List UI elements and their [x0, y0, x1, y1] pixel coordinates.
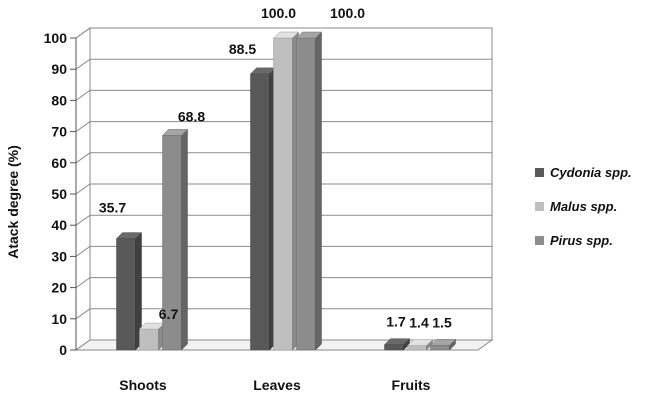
gridline — [75, 27, 492, 39]
legend: Cydonia spp. Malus spp. Pirus spp. — [535, 165, 632, 248]
x-category-label: Fruits — [392, 377, 431, 393]
data-label: 1.4 — [409, 315, 429, 331]
bar — [115, 232, 143, 351]
bar-side — [315, 31, 322, 351]
bar — [429, 338, 457, 351]
legend-label: Cydonia spp. — [550, 165, 632, 180]
y-tick-label: 0 — [59, 342, 67, 358]
bar-top — [383, 338, 411, 345]
y-tick-label: 80 — [51, 92, 67, 108]
bar-top — [429, 339, 457, 346]
legend-swatch — [535, 202, 544, 211]
legend-swatch — [535, 168, 544, 177]
gridline — [75, 277, 492, 289]
bar-front — [250, 73, 270, 351]
gridline — [75, 121, 492, 133]
bar-front — [116, 238, 136, 351]
bar-front — [384, 344, 404, 351]
bar-front — [407, 345, 427, 351]
y-tick-label: 100 — [44, 30, 68, 46]
bar-top — [115, 232, 143, 239]
x-category-label: Leaves — [253, 377, 301, 393]
x-category-label: Shoots — [119, 377, 167, 393]
bar-side — [181, 128, 188, 351]
bar — [295, 31, 323, 351]
bar — [161, 128, 189, 351]
gridline — [75, 245, 492, 257]
gridline — [75, 152, 492, 164]
y-tick-label: 50 — [51, 186, 67, 202]
bar-top — [406, 339, 434, 346]
data-label: 100.0 — [261, 5, 296, 21]
legend-swatch — [535, 236, 544, 245]
value-labels: 35.7 6.7 68.8 88.5 100.0 100.0 1.7 1.4 1.5 — [99, 5, 452, 331]
data-label: 35.7 — [99, 200, 126, 216]
gridline — [75, 58, 492, 70]
data-label: 1.5 — [432, 314, 452, 330]
y-tick-label: 70 — [51, 124, 67, 140]
y-tick-label: 90 — [51, 61, 67, 77]
legend-item: Malus spp. — [535, 199, 617, 214]
bar — [249, 67, 277, 351]
data-label: 100.0 — [330, 5, 365, 21]
bars — [115, 31, 457, 351]
x-axis-categories: Shoots Leaves Fruits — [119, 377, 430, 393]
y-tick-label: 40 — [51, 217, 67, 233]
bar-top — [272, 31, 300, 39]
bar-front — [273, 37, 293, 351]
legend-item: Cydonia spp. — [535, 165, 632, 180]
gridline — [75, 89, 492, 101]
legend-label: Pirus spp. — [550, 233, 613, 248]
gridline — [75, 183, 492, 195]
y-tick-label: 60 — [51, 155, 67, 171]
data-label: 68.8 — [178, 108, 205, 124]
gridlines — [75, 27, 492, 351]
bar-top — [295, 31, 323, 39]
y-tick-label: 30 — [51, 248, 67, 264]
gridline — [75, 308, 492, 320]
y-axis-label: Atack degree (%) — [5, 145, 21, 259]
y-tick-label: 10 — [51, 311, 67, 327]
bar-top — [161, 129, 189, 136]
data-label: 1.7 — [386, 314, 406, 330]
data-label: 88.5 — [229, 41, 256, 57]
bar-front — [430, 345, 450, 351]
bar-front — [139, 328, 159, 351]
y-tick-label: 20 — [51, 280, 67, 296]
gridline — [75, 214, 492, 226]
bar-front — [296, 37, 316, 351]
legend-label: Malus spp. — [550, 199, 617, 214]
legend-item: Pirus spp. — [535, 233, 613, 248]
bar — [383, 338, 411, 351]
bar — [272, 31, 300, 351]
data-label: 6.7 — [159, 306, 179, 322]
y-axis-ticks: 0 10 20 30 40 50 60 70 80 90 100 — [44, 30, 77, 358]
bar — [138, 322, 166, 351]
